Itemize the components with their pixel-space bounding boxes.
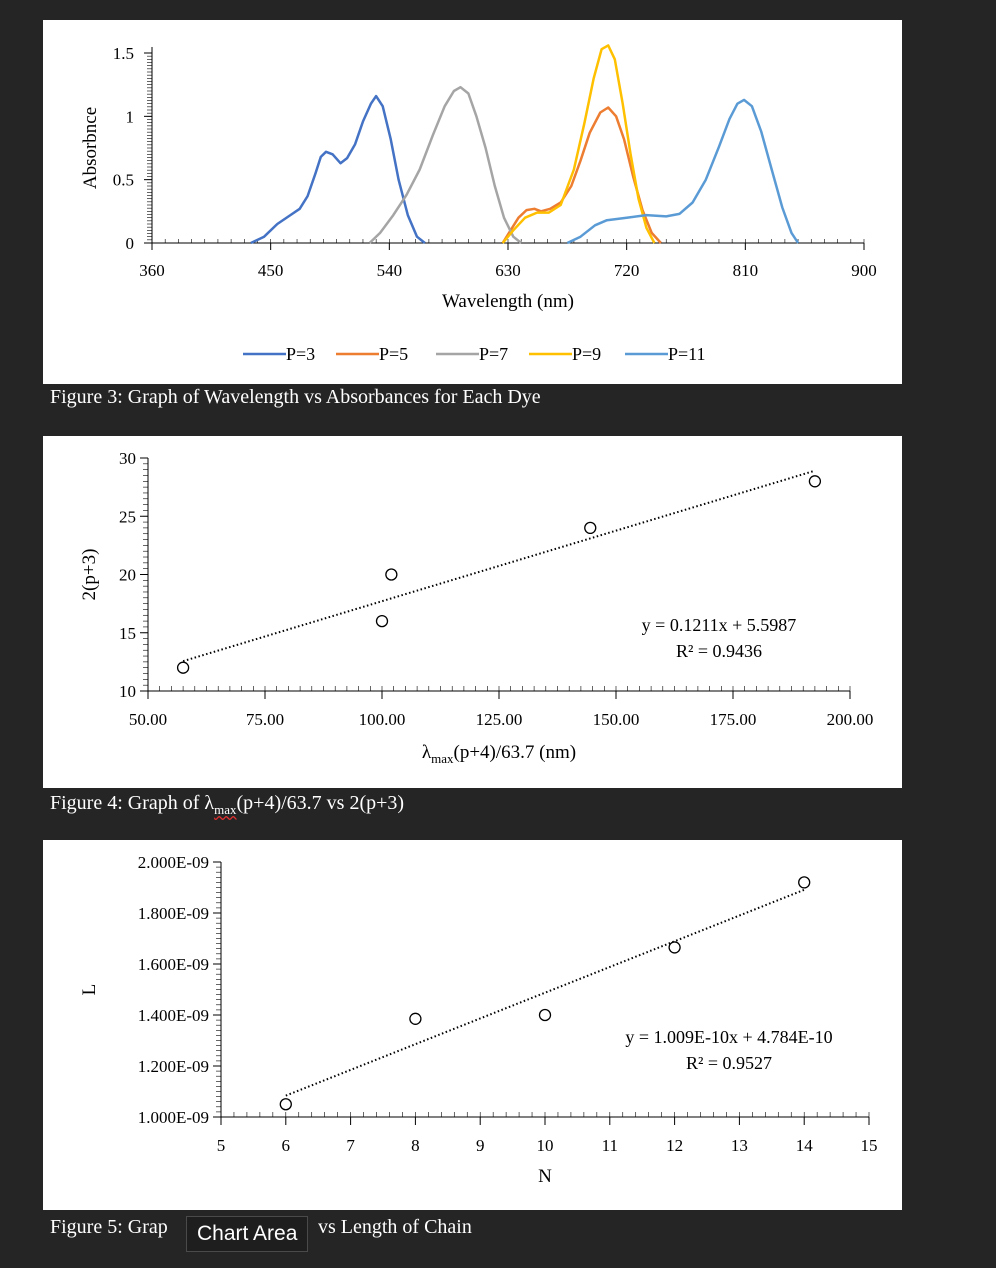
y-axis-title: Absorbnce bbox=[80, 107, 101, 189]
y-tick-label: 1.200E-09 bbox=[138, 1057, 209, 1076]
r-squared-label: R² = 0.9436 bbox=[676, 641, 762, 661]
x-tick-label: 12 bbox=[666, 1136, 683, 1155]
y-tick-label: 30 bbox=[119, 449, 136, 468]
x-tick-label: 360 bbox=[139, 261, 165, 280]
x-tick-label: 150.00 bbox=[593, 710, 640, 729]
figure-4-caption-suffix: (p+4)/63.7 vs 2(p+3) bbox=[236, 792, 405, 814]
y-tick-label: 1.400E-09 bbox=[138, 1006, 209, 1025]
series-line-p-5 bbox=[501, 106, 662, 244]
x-tick-label: 125.00 bbox=[476, 710, 523, 729]
chart-panel-absorbance[interactable]: 0 0.5 1 1.5 360 450 540 630 720 810 900 Wavelength … bbox=[43, 20, 902, 384]
data-point bbox=[808, 475, 822, 488]
y-tick-label: 0 bbox=[126, 234, 135, 253]
data-point bbox=[375, 614, 389, 628]
figure-4-caption-prefix: Figure 4: Graph of bbox=[50, 792, 205, 814]
chart-area-tooltip: Chart Area bbox=[186, 1216, 309, 1252]
data-point bbox=[409, 1012, 422, 1025]
data-point bbox=[176, 661, 190, 674]
trendline bbox=[285, 888, 805, 1097]
length-scatter-chart: 1.000E-09 1.200E-09 1.400E-09 1.600E-09 1.80… bbox=[79, 853, 878, 1187]
series-line-p-9 bbox=[501, 44, 656, 244]
figure-4-caption-sub: max bbox=[214, 802, 237, 817]
chart-panel-lambda[interactable]: 10 15 20 25 30 50.00 75.00 100.00 125.00 150.00 17… bbox=[43, 436, 902, 788]
y-tick-label: 20 bbox=[119, 566, 136, 585]
x-axis-title-rest: (p+4)/63.7 (nm) bbox=[454, 742, 577, 763]
x-tick-label: 13 bbox=[731, 1136, 748, 1155]
series-line-p-3 bbox=[250, 94, 426, 245]
x-tick-label: 7 bbox=[346, 1136, 355, 1155]
y-axis-title: L bbox=[79, 984, 100, 996]
r-squared-label: R² = 0.9527 bbox=[686, 1053, 772, 1073]
figure-4-caption: Figure 4: Graph of λmax(p+4)/63.7 vs 2(p… bbox=[50, 792, 404, 818]
legend-label: P=3 bbox=[286, 344, 315, 364]
x-tick-label: 10 bbox=[537, 1136, 554, 1155]
data-point bbox=[538, 1008, 552, 1022]
data-point bbox=[668, 941, 681, 954]
y-tick-label: 1.000E-09 bbox=[138, 1108, 209, 1127]
data-point bbox=[279, 1098, 292, 1111]
x-axis-title: Wavelength (nm) bbox=[442, 291, 574, 312]
figure-5-caption-left: Figure 5: Grap bbox=[50, 1216, 168, 1238]
x-tick-label: 200.00 bbox=[827, 710, 874, 729]
x-tick-label: 6 bbox=[282, 1136, 291, 1155]
legend-label: P=9 bbox=[572, 344, 601, 364]
x-tick-label: 810 bbox=[733, 261, 759, 280]
x-tick-label: 11 bbox=[602, 1136, 618, 1155]
x-tick-label: 540 bbox=[377, 261, 403, 280]
y-axis-title: 2(p+3) bbox=[79, 549, 100, 601]
x-tick-label: 630 bbox=[495, 261, 521, 280]
y-tick-label: 1.600E-09 bbox=[138, 955, 209, 974]
y-tick-label: 1.800E-09 bbox=[138, 904, 209, 923]
trendline-equation: y = 1.009E-10x + 4.784E-10 bbox=[625, 1027, 832, 1047]
absorbance-chart: 0 0.5 1 1.5 360 450 540 630 720 810 900 Wavelength … bbox=[80, 44, 877, 364]
data-point bbox=[385, 568, 398, 581]
x-tick-label: 5 bbox=[217, 1136, 226, 1155]
x-axis-title: λmax(p+4)/63.7 (nm) bbox=[422, 742, 576, 766]
chart-panel-length[interactable]: 1.000E-09 1.200E-09 1.400E-09 1.600E-09 1.80… bbox=[43, 840, 902, 1210]
x-tick-label: 8 bbox=[411, 1136, 420, 1155]
x-tick-label: 50.00 bbox=[129, 710, 167, 729]
figure-5-caption: Figure 5: Grap vs Length of Chain bbox=[50, 1216, 550, 1239]
series-line-p-11 bbox=[566, 98, 800, 245]
series-line-p-7 bbox=[368, 85, 522, 244]
x-tick-label: 450 bbox=[258, 261, 284, 280]
x-tick-label: 14 bbox=[796, 1136, 814, 1155]
y-tick-label: 1 bbox=[126, 107, 135, 126]
y-tick-label: 0.5 bbox=[113, 171, 134, 190]
x-tick-label: 75.00 bbox=[246, 710, 284, 729]
x-tick-label: 100.00 bbox=[359, 710, 406, 729]
lambda-scatter-chart: 10 15 20 25 30 50.00 75.00 100.00 125.00 150.00 17… bbox=[79, 449, 874, 766]
figure-3-caption: Figure 3: Graph of Wavelength vs Absorba… bbox=[50, 386, 541, 408]
legend-label: P=11 bbox=[668, 344, 706, 364]
legend-label: P=5 bbox=[379, 344, 408, 364]
data-point bbox=[798, 876, 811, 889]
x-axis-title-subscript: max bbox=[431, 751, 454, 766]
y-tick-label: 10 bbox=[119, 682, 136, 701]
x-tick-label: 900 bbox=[851, 261, 877, 280]
x-tick-label: 9 bbox=[476, 1136, 485, 1155]
x-axis-title: N bbox=[538, 1166, 552, 1187]
figure-5-caption-right: vs Length of Chain bbox=[318, 1216, 472, 1238]
figure-4-caption-lambda: λ bbox=[204, 792, 215, 814]
y-tick-label: 2.000E-09 bbox=[138, 853, 209, 872]
x-tick-label: 15 bbox=[861, 1136, 878, 1155]
x-tick-label: 720 bbox=[614, 261, 640, 280]
y-tick-label: 25 bbox=[119, 507, 136, 526]
y-tick-label: 15 bbox=[119, 624, 136, 643]
data-point bbox=[584, 521, 597, 535]
y-tick-label: 1.5 bbox=[113, 44, 134, 63]
legend-label: P=7 bbox=[479, 344, 508, 364]
trendline-equation: y = 0.1211x + 5.5987 bbox=[642, 615, 797, 635]
x-tick-label: 175.00 bbox=[710, 710, 757, 729]
